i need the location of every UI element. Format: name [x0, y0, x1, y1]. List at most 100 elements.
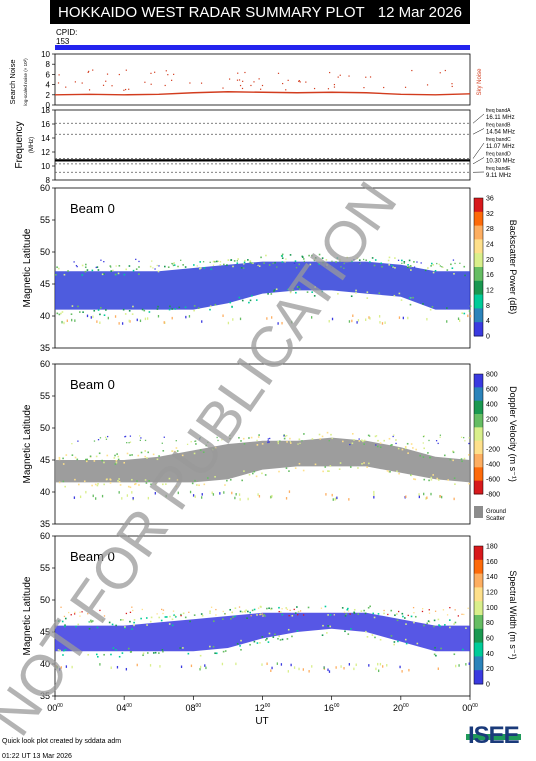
scatter-speckle: [243, 261, 246, 264]
noise-point: [261, 84, 264, 87]
scatter-speckle: [239, 610, 242, 613]
scatter-speckle: [410, 615, 413, 618]
scatter-speckle: [314, 257, 317, 259]
scatter-speckle: [396, 613, 398, 615]
scatter-speckle: [131, 454, 133, 456]
scatter-speckle: [437, 479, 440, 481]
scatter-speckle: [231, 611, 234, 614]
scatter-speckle: [164, 616, 167, 618]
scatter-speckle: [369, 261, 371, 263]
colorbar-tick-label: 100: [486, 605, 498, 612]
low-lat-point: [468, 662, 470, 665]
noise-point: [222, 87, 224, 89]
scatter-speckle: [259, 613, 262, 616]
scatter-speckle: [296, 606, 298, 608]
upper-fringe-point: [439, 434, 442, 436]
scatter-speckle: [222, 650, 225, 653]
low-lat-point: [71, 318, 73, 322]
scatter-speckle: [91, 484, 93, 487]
scatter-speckle: [397, 447, 400, 450]
scatter-speckle: [118, 655, 121, 658]
colorbar-tick-label: 800: [486, 372, 498, 379]
scatter-speckle: [93, 460, 96, 462]
scatter-speckle: [453, 477, 456, 480]
scatter-speckle: [404, 638, 407, 641]
scatter-speckle: [58, 481, 61, 484]
colorbar-segment: [474, 280, 483, 296]
low-lat-point: [171, 316, 173, 320]
scatter-speckle: [347, 607, 349, 610]
scatter-speckle: [169, 305, 171, 308]
upper-fringe-point: [422, 435, 425, 438]
scatter-speckle: [112, 647, 115, 649]
scatter-speckle: [460, 458, 463, 460]
scatter-speckle: [413, 621, 415, 624]
low-lat-point: [336, 496, 338, 500]
upper-fringe-point: [209, 261, 211, 263]
panel-y-tick-label: 45: [40, 455, 50, 465]
scatter-speckle: [175, 447, 178, 449]
upper-fringe-point: [449, 606, 451, 609]
scatter-speckle: [388, 437, 391, 440]
upper-fringe-point: [131, 606, 133, 608]
noise-point: [128, 88, 130, 90]
scatter-speckle: [176, 450, 179, 452]
scatter-speckle: [62, 457, 64, 460]
low-lat-point: [426, 317, 428, 321]
x-tick-minutes: 00: [265, 703, 271, 709]
panel-y-tick-label: 50: [40, 595, 50, 605]
scatter-speckle: [261, 472, 263, 475]
scatter-speckle: [396, 470, 398, 473]
scatter-speckle: [462, 648, 464, 651]
scatter-speckle: [311, 291, 313, 293]
upper-fringe-point: [362, 258, 365, 261]
colorbar-tick-label: 20: [486, 257, 494, 264]
low-lat-point: [63, 321, 65, 325]
scatter-speckle: [142, 652, 145, 655]
upper-fringe-point: [428, 439, 430, 442]
upper-fringe-point: [343, 262, 345, 265]
low-lat-point: [90, 316, 92, 319]
scatter-speckle: [209, 612, 211, 614]
upper-fringe-point: [303, 260, 306, 263]
scatter-speckle: [197, 307, 200, 309]
upper-fringe-point: [70, 614, 72, 616]
scatter-speckle: [324, 466, 327, 468]
scatter-speckle: [428, 479, 430, 482]
scatter-speckle: [213, 620, 215, 623]
upper-fringe-point: [353, 259, 355, 261]
scatter-speckle: [212, 645, 215, 648]
scatter-speckle: [453, 653, 456, 656]
upper-fringe-point: [194, 440, 197, 442]
upper-fringe-point: [281, 608, 283, 610]
scatter-speckle: [226, 264, 228, 266]
noise-point: [333, 86, 336, 88]
low-lat-point: [149, 664, 152, 667]
scatter-speckle: [199, 267, 201, 270]
scatter-speckle: [391, 264, 393, 267]
low-lat-point: [308, 670, 310, 673]
low-lat-point: [247, 497, 249, 501]
scatter-speckle: [379, 638, 382, 641]
scatter-speckle: [407, 264, 409, 266]
scatter-speckle: [83, 480, 86, 483]
noise-point: [88, 70, 90, 73]
scatter-speckle: [372, 612, 375, 615]
upper-fringe-point: [104, 436, 107, 439]
upper-fringe-point: [172, 610, 175, 612]
scatter-speckle: [166, 616, 168, 618]
logo-band: [466, 734, 521, 740]
scatter-speckle: [277, 440, 279, 443]
upper-fringe-point: [446, 614, 449, 616]
low-lat-point: [66, 319, 68, 322]
scatter-speckle: [250, 436, 253, 439]
scatter-speckle: [248, 437, 250, 439]
low-lat-point: [110, 666, 112, 669]
upper-fringe-point: [416, 261, 418, 263]
upper-fringe-point: [347, 610, 350, 612]
upper-fringe-point: [279, 440, 281, 442]
scatter-speckle: [364, 612, 367, 615]
scatter-speckle: [265, 254, 267, 257]
low-lat-point: [377, 669, 380, 673]
scatter-speckle: [267, 641, 270, 643]
